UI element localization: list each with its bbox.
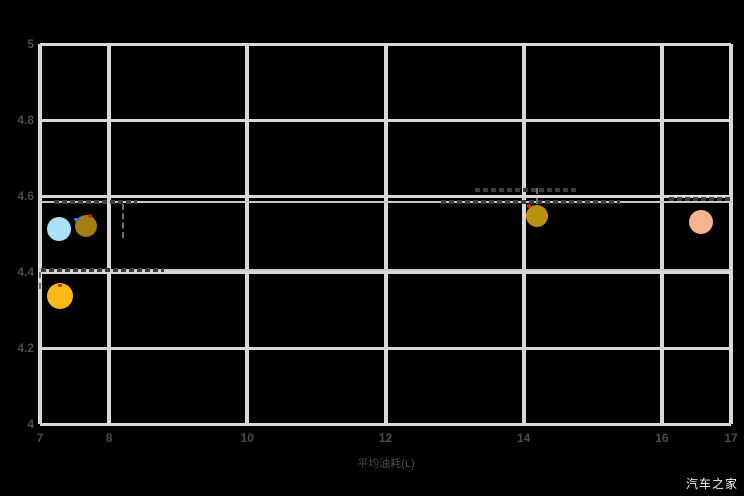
- y-tick-label: 4.4: [17, 265, 34, 279]
- y-tick-label: 5: [27, 37, 34, 51]
- x-tick-label: 16: [655, 431, 669, 445]
- red-label-mark: [57, 284, 62, 288]
- x-tick-label: 17: [724, 431, 738, 445]
- x-tick-label: 12: [378, 431, 393, 445]
- bubble-darkgold[interactable]: [75, 215, 98, 238]
- gridline-horizontal: [40, 119, 731, 122]
- gridline-horizontal: [40, 43, 731, 46]
- annotation-label-row: [53, 199, 137, 204]
- gridline-horizontal: [40, 195, 731, 198]
- gridline-vertical: [521, 44, 526, 424]
- reference-line: [40, 200, 731, 203]
- gridline-vertical: [729, 44, 733, 424]
- gridline-vertical: [107, 44, 112, 424]
- leader-line: [535, 187, 538, 205]
- blue-label-mark: [73, 218, 81, 222]
- y-tick-label: 4: [27, 417, 34, 431]
- gridline-horizontal: [40, 423, 731, 426]
- x-axis-title: 平均油耗(L): [357, 458, 415, 470]
- watermark-autohome: 汽车之家: [685, 477, 738, 491]
- gridline-vertical: [245, 44, 250, 424]
- gridline-vertical: [659, 44, 664, 424]
- y-tick-label: 4.6: [17, 189, 34, 203]
- y-tick-label: 4.2: [17, 341, 34, 355]
- annotation-label-row: [440, 199, 621, 204]
- red-label-mark: [87, 213, 92, 218]
- bubble-olive[interactable]: [525, 205, 548, 228]
- x-tick-label: 7: [36, 431, 44, 445]
- gridline-vertical: [38, 44, 42, 424]
- y-tick-label: 4.8: [17, 113, 34, 127]
- bubble-lightblue[interactable]: [47, 217, 72, 242]
- bubble-peach[interactable]: [689, 209, 714, 234]
- leader-line: [121, 203, 124, 238]
- gridline-horizontal: [40, 271, 731, 274]
- x-tick-label: 10: [240, 431, 254, 445]
- bubble-gold[interactable]: [47, 282, 74, 309]
- annotation-label-row: [475, 188, 579, 193]
- annotation-label-row: [668, 196, 731, 201]
- x-tick-label: 14: [517, 431, 531, 445]
- gridline-vertical: [383, 44, 388, 424]
- leader-line: [39, 272, 41, 290]
- annotation-label-row: [41, 268, 165, 273]
- x-tick-label: 8: [105, 431, 113, 445]
- red-label-mark: [527, 203, 532, 208]
- gridline-horizontal: [40, 347, 731, 350]
- reference-line: [40, 269, 731, 272]
